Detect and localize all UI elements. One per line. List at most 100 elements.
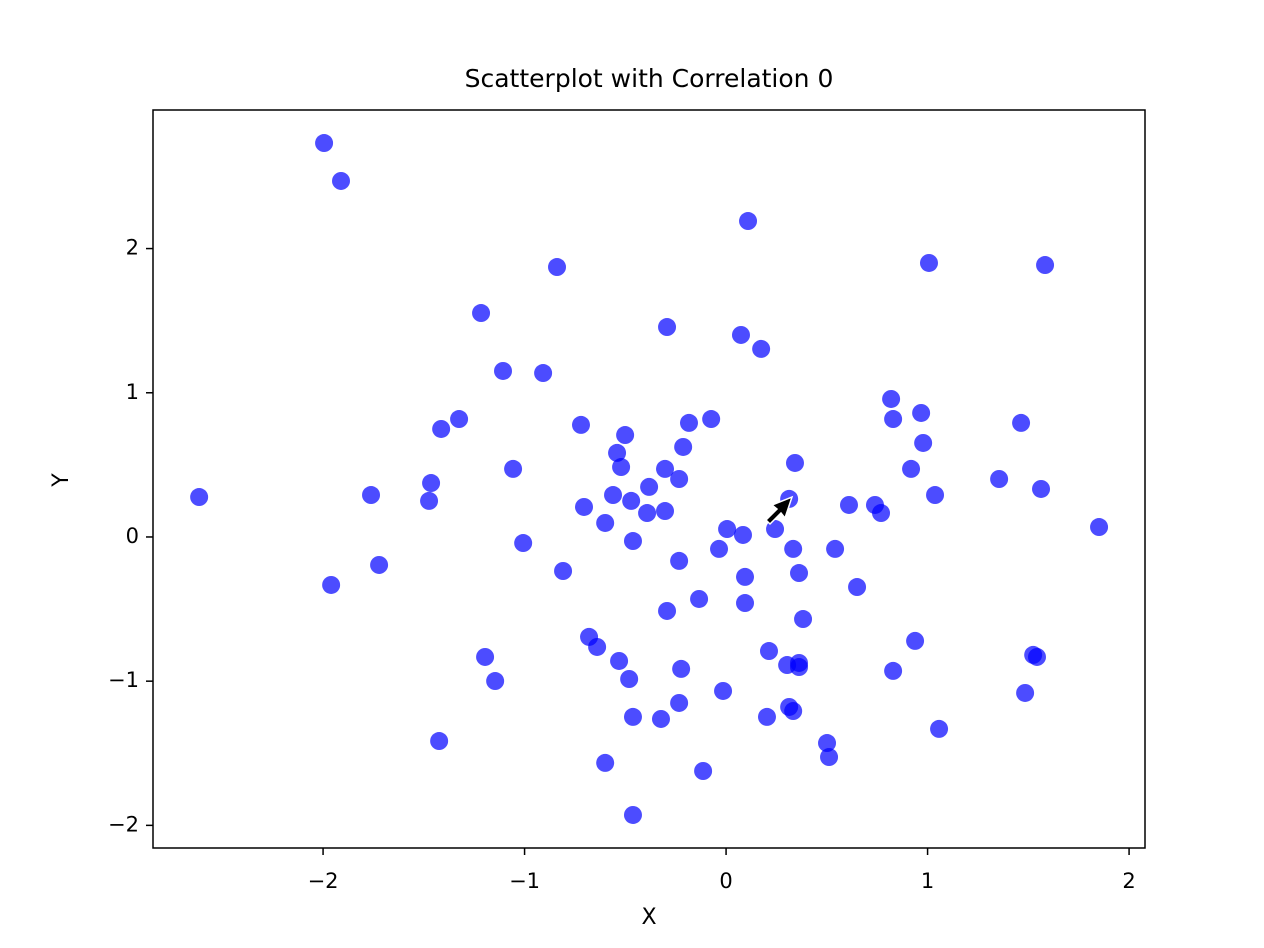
point xyxy=(848,578,867,597)
point xyxy=(714,681,733,700)
x-tick-label: 2 xyxy=(1122,869,1135,893)
point xyxy=(784,702,803,721)
point xyxy=(622,491,641,510)
point xyxy=(1036,256,1055,275)
y-tick-label: 2 xyxy=(126,236,139,260)
point xyxy=(658,318,677,337)
point xyxy=(906,631,925,650)
point xyxy=(450,410,469,429)
point xyxy=(679,413,698,432)
point xyxy=(694,761,713,780)
point xyxy=(702,410,721,429)
point xyxy=(362,486,381,505)
point xyxy=(734,525,753,544)
point xyxy=(1027,647,1046,666)
point xyxy=(651,709,670,728)
plot-frame xyxy=(152,109,1146,849)
y-axis-label: Y xyxy=(49,473,74,488)
point xyxy=(670,470,689,488)
point xyxy=(504,459,523,478)
point xyxy=(476,647,495,666)
point xyxy=(674,437,693,456)
point xyxy=(818,734,837,753)
point xyxy=(672,659,691,678)
point xyxy=(554,561,573,580)
point xyxy=(914,433,933,452)
point xyxy=(422,474,441,493)
point xyxy=(612,458,631,477)
point xyxy=(370,555,389,574)
point xyxy=(1012,413,1031,432)
point xyxy=(623,805,642,824)
chart-title: Scatterplot with Correlation 0 xyxy=(465,64,834,93)
point xyxy=(926,486,945,505)
point xyxy=(710,539,729,558)
point xyxy=(332,171,351,190)
point xyxy=(1032,479,1051,498)
point xyxy=(784,539,803,558)
point xyxy=(608,443,627,462)
point xyxy=(494,361,513,380)
point xyxy=(882,389,901,408)
point xyxy=(826,539,845,558)
point xyxy=(616,426,635,445)
point xyxy=(872,504,891,523)
point xyxy=(1090,518,1109,537)
point xyxy=(658,601,677,620)
point xyxy=(739,212,758,231)
point xyxy=(486,672,505,691)
point xyxy=(766,520,785,539)
x-tick-label: −1 xyxy=(509,869,540,893)
point xyxy=(588,637,607,656)
y-tick-label: 0 xyxy=(126,524,139,548)
point xyxy=(534,364,553,383)
point xyxy=(420,491,439,510)
point xyxy=(736,594,755,613)
point xyxy=(718,520,737,539)
point xyxy=(623,532,642,551)
point xyxy=(548,258,567,277)
point xyxy=(670,551,689,570)
point xyxy=(902,459,921,478)
y-tick-label: −2 xyxy=(108,812,139,836)
point xyxy=(514,534,533,553)
point xyxy=(656,459,675,478)
mouse-cursor xyxy=(764,495,794,526)
point xyxy=(1016,683,1035,702)
point xyxy=(604,486,623,505)
point xyxy=(620,670,639,689)
point xyxy=(472,304,491,323)
point xyxy=(912,403,931,422)
point xyxy=(315,134,334,153)
point xyxy=(752,339,771,358)
point xyxy=(610,651,629,670)
point xyxy=(190,488,209,507)
point xyxy=(884,661,903,680)
x-tick-label: −2 xyxy=(308,869,339,893)
point xyxy=(432,419,451,438)
x-tick-label: 1 xyxy=(921,869,934,893)
point xyxy=(638,504,657,523)
point xyxy=(919,253,938,272)
point xyxy=(736,567,755,586)
point xyxy=(670,693,689,712)
y-tick-label: −1 xyxy=(108,668,139,692)
point xyxy=(759,642,778,661)
point xyxy=(322,575,341,594)
point xyxy=(731,325,750,344)
point xyxy=(571,415,590,434)
point xyxy=(596,513,615,532)
point xyxy=(575,497,594,516)
point xyxy=(596,753,615,772)
point xyxy=(785,453,804,472)
point xyxy=(839,495,858,514)
point xyxy=(690,589,709,608)
point xyxy=(757,707,776,726)
y-tick-label: 1 xyxy=(126,380,139,404)
x-tick-label: 0 xyxy=(719,869,732,893)
point xyxy=(640,477,659,496)
point xyxy=(990,470,1009,488)
point xyxy=(656,502,675,521)
point xyxy=(790,658,809,677)
